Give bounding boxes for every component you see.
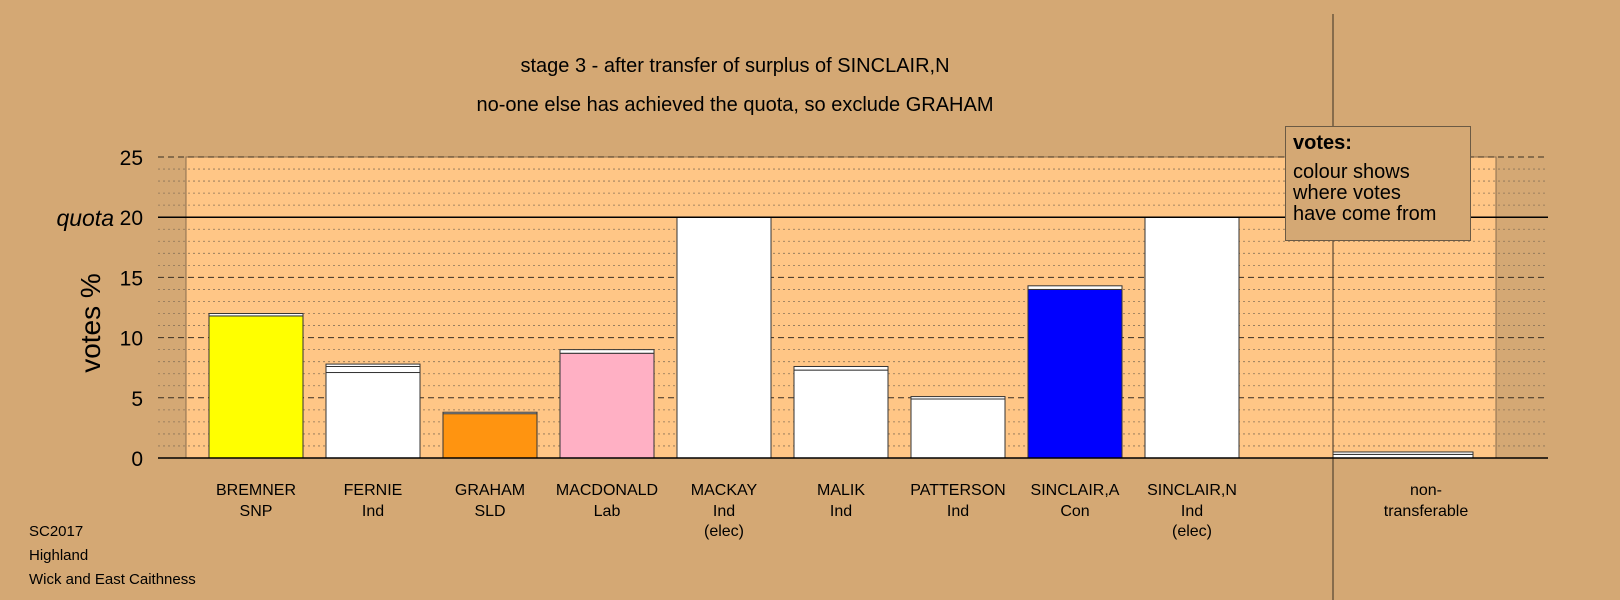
bar-malik (793, 369, 889, 459)
non-transferable-label-line-1: non- (1410, 482, 1442, 499)
category-name-label: MALIK (817, 482, 865, 499)
bar-macdonald (559, 352, 655, 459)
y-tick-label: 15 (120, 267, 143, 290)
bar-graham (442, 412, 538, 459)
transfer-segment (559, 349, 655, 354)
footer-council: Highland (29, 547, 89, 564)
chart-title: stage 3 - after transfer of surplus of S… (520, 55, 949, 77)
bar-sinclairn (1144, 216, 1240, 459)
transfer-segment (325, 363, 421, 367)
category-party-label: SNP (240, 503, 273, 520)
y-tick-label: 0 (131, 448, 143, 471)
quota-label: quota (56, 205, 114, 231)
category-party-label: Ind (830, 503, 852, 520)
category-name-label: MACDONALD (556, 482, 658, 499)
category-name-label: GRAHAM (455, 482, 525, 499)
category-party-label: Ind (947, 503, 969, 520)
legend-box: votes: colour shows where votes have com… (1285, 126, 1471, 241)
y-tick-label: 25 (120, 147, 143, 170)
chart-subtitle: no-one else has achieved the quota, so e… (477, 94, 994, 116)
category-elected-label: (elec) (704, 523, 744, 540)
bar-patterson (910, 398, 1006, 459)
category-party-label: Ind (362, 503, 384, 520)
category-party-label: Ind (1181, 503, 1203, 520)
y-axis-label: votes % (75, 273, 106, 373)
category-name-label: SINCLAIR,A (1031, 482, 1120, 499)
bar-sinclaira (1027, 288, 1123, 459)
y-tick-label: 10 (120, 328, 143, 351)
legend-title: votes: (1293, 132, 1352, 154)
bar-fernie (325, 372, 421, 459)
bar-mackay (676, 216, 772, 459)
category-name-label: MACKAY (691, 482, 758, 499)
transfer-segment (910, 396, 1006, 400)
transfer-segment (1332, 451, 1474, 455)
legend-line-3: have come from (1293, 203, 1437, 225)
transfer-segment (442, 411, 538, 415)
legend-line-2: where votes (1293, 182, 1401, 204)
footer-ward: Wick and East Caithness (29, 571, 196, 588)
category-name-label: FERNIE (344, 482, 403, 499)
category-elected-label: (elec) (1172, 523, 1212, 540)
footer-info: SC2017 Highland Wick and East Caithness (29, 520, 196, 592)
category-name-label: BREMNER (216, 482, 296, 499)
category-party-label: Con (1060, 503, 1089, 520)
category-name-label: PATTERSON (910, 482, 1005, 499)
transfer-segment (1027, 285, 1123, 290)
y-tick-label: 5 (131, 388, 143, 411)
transfer-segment (208, 313, 304, 317)
transfer-segment (793, 365, 889, 371)
transfer-segment (325, 365, 421, 374)
footer-election: SC2017 (29, 523, 84, 540)
y-tick-label: 20 (120, 207, 143, 230)
legend-line-1: colour shows (1293, 161, 1410, 183)
category-party-label: Ind (713, 503, 735, 520)
non-transferable-label-line-2: transferable (1384, 503, 1469, 520)
category-name-label: SINCLAIR,N (1147, 482, 1237, 499)
category-party-label: Lab (594, 503, 621, 520)
bar-bremner (208, 315, 304, 459)
category-party-label: SLD (474, 503, 505, 520)
